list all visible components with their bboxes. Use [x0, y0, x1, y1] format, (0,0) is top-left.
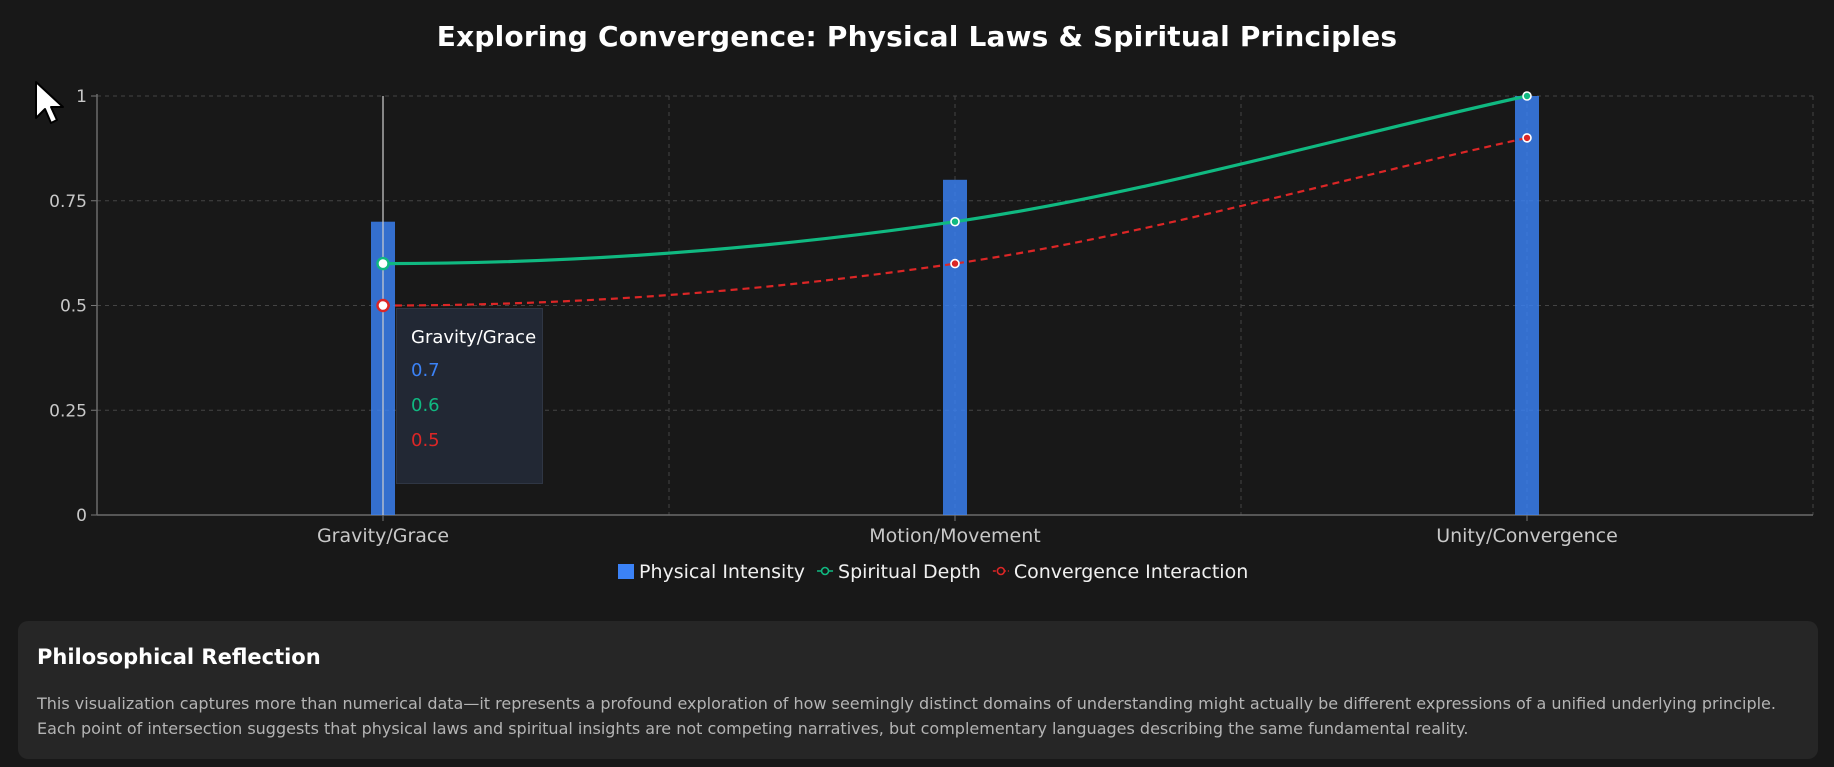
reflection-title: Philosophical Reflection	[37, 645, 321, 669]
mouse-cursor-icon	[35, 81, 64, 124]
reflection-card: Philosophical Reflection This visualizat…	[18, 621, 1818, 759]
point-convergence-interaction	[950, 258, 960, 269]
x-tick-label: Motion/Movement	[869, 525, 1040, 547]
y-tick-label: 1	[76, 87, 87, 107]
point-spiritual-depth	[950, 216, 960, 227]
legend-label: Spiritual Depth	[838, 561, 981, 583]
legend-swatch-point-icon	[996, 566, 1006, 576]
line-convergence-interaction	[382, 136, 1528, 307]
x-tick-label: Unity/Convergence	[1436, 525, 1618, 547]
tooltip-title: Gravity/Grace	[411, 327, 537, 348]
point-spiritual-depth	[376, 256, 390, 271]
hover-tooltip: Gravity/Grace 0.7 0.6 0.5	[396, 308, 543, 484]
reflection-text: This visualization captures more than nu…	[37, 694, 1776, 738]
tooltip-spiritual-value: 0.6	[411, 395, 440, 416]
legend-swatch-bar-icon	[618, 564, 634, 579]
y-tick-label: 0.75	[49, 192, 87, 212]
tooltip-physical-value: 0.7	[411, 360, 440, 381]
point-convergence-interaction	[376, 298, 390, 313]
legend-label: Physical Intensity	[639, 561, 805, 583]
x-tick-label: Gravity/Grace	[317, 525, 449, 547]
combo-chart: 0 0.25 0.5 0.75 1 Gravity/Grace Motion/Movemen…	[49, 87, 1814, 583]
legend-label: Convergence Interaction	[1014, 561, 1248, 583]
y-tick-label: 0	[76, 506, 87, 526]
y-tick-label: 0.25	[49, 401, 87, 421]
point-spiritual-depth	[1522, 91, 1532, 101]
point-convergence-interaction	[1522, 133, 1532, 143]
y-tick-label: 0.5	[60, 297, 87, 317]
chart-title: Exploring Convergence: Physical Laws & S…	[436, 20, 1398, 53]
tooltip-convergence-value: 0.5	[411, 430, 440, 451]
bar-physical-intensity	[943, 179, 967, 516]
legend-swatch-point-icon	[820, 566, 830, 576]
bar-physical-intensity	[1515, 96, 1539, 515]
